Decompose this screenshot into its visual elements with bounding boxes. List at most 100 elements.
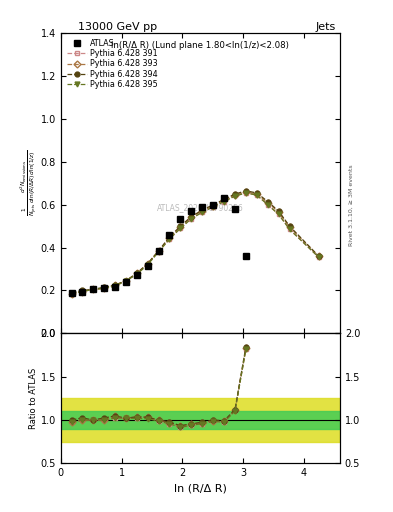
Pythia 6.428 393 xyxy=(189,214,194,220)
ATLAS xyxy=(189,208,194,214)
Pythia 6.428 393 xyxy=(156,248,161,254)
Pythia 6.428 393 xyxy=(102,285,107,291)
Pythia 6.428 395 xyxy=(222,199,226,205)
Pythia 6.428 393 xyxy=(287,224,292,230)
Y-axis label: Ratio to ATLAS: Ratio to ATLAS xyxy=(29,368,38,429)
Pythia 6.428 393 xyxy=(233,192,237,198)
Pythia 6.428 391 xyxy=(156,249,161,255)
ATLAS xyxy=(156,248,161,254)
Pythia 6.428 393 xyxy=(80,288,84,294)
Pythia 6.428 394 xyxy=(112,282,117,288)
Pythia 6.428 391 xyxy=(189,216,194,222)
Pythia 6.428 395 xyxy=(189,216,194,222)
ATLAS xyxy=(91,286,95,292)
Pythia 6.428 394 xyxy=(189,214,194,220)
Pythia 6.428 394 xyxy=(134,270,139,276)
Pythia 6.428 395 xyxy=(211,204,215,210)
Pythia 6.428 394 xyxy=(244,188,248,194)
Pythia 6.428 395 xyxy=(123,278,128,284)
Pythia 6.428 394 xyxy=(178,223,183,229)
Line: Pythia 6.428 393: Pythia 6.428 393 xyxy=(70,189,321,296)
Pythia 6.428 395 xyxy=(287,226,292,232)
Pythia 6.428 393 xyxy=(316,253,321,259)
Pythia 6.428 393 xyxy=(265,200,270,206)
Pythia 6.428 391 xyxy=(80,288,84,294)
Text: Jets: Jets xyxy=(316,22,336,32)
ATLAS xyxy=(102,285,107,291)
Pythia 6.428 394 xyxy=(265,199,270,205)
Pythia 6.428 393 xyxy=(178,224,183,230)
Pythia 6.428 393 xyxy=(244,189,248,195)
Pythia 6.428 393 xyxy=(222,198,226,204)
Pythia 6.428 391 xyxy=(255,192,259,198)
Pythia 6.428 395 xyxy=(200,209,205,216)
Text: 13000 GeV pp: 13000 GeV pp xyxy=(78,22,158,32)
ATLAS xyxy=(167,231,172,238)
ATLAS xyxy=(123,279,128,285)
Pythia 6.428 391 xyxy=(276,211,281,218)
Pythia 6.428 394 xyxy=(91,286,95,292)
Pythia 6.428 391 xyxy=(70,291,74,297)
ATLAS xyxy=(211,202,215,208)
Pythia 6.428 391 xyxy=(316,254,321,260)
Pythia 6.428 393 xyxy=(123,278,128,284)
Pythia 6.428 391 xyxy=(102,285,107,291)
Pythia 6.428 393 xyxy=(211,203,215,209)
Pythia 6.428 395 xyxy=(91,286,95,292)
Pythia 6.428 391 xyxy=(123,278,128,284)
Pythia 6.428 395 xyxy=(316,254,321,260)
Pythia 6.428 394 xyxy=(80,287,84,293)
Line: Pythia 6.428 395: Pythia 6.428 395 xyxy=(70,190,321,296)
Pythia 6.428 393 xyxy=(200,208,205,214)
Pythia 6.428 393 xyxy=(91,286,95,292)
Pythia 6.428 391 xyxy=(200,209,205,216)
Pythia 6.428 393 xyxy=(255,191,259,197)
Pythia 6.428 395 xyxy=(233,193,237,199)
Text: ln(R/Δ R) (Lund plane 1.80<ln(1/z)<2.08): ln(R/Δ R) (Lund plane 1.80<ln(1/z)<2.08) xyxy=(112,41,289,50)
Pythia 6.428 395 xyxy=(265,202,270,208)
Line: Pythia 6.428 394: Pythia 6.428 394 xyxy=(70,188,321,295)
Pythia 6.428 394 xyxy=(222,196,226,202)
ATLAS xyxy=(200,204,205,210)
Pythia 6.428 394 xyxy=(167,234,172,240)
ATLAS xyxy=(222,195,226,201)
Pythia 6.428 391 xyxy=(265,202,270,208)
Pythia 6.428 393 xyxy=(276,209,281,216)
Pythia 6.428 391 xyxy=(287,226,292,232)
Pythia 6.428 395 xyxy=(70,291,74,297)
Pythia 6.428 391 xyxy=(167,236,172,242)
Pythia 6.428 394 xyxy=(211,202,215,208)
Pythia 6.428 395 xyxy=(178,225,183,231)
Pythia 6.428 391 xyxy=(233,192,237,198)
Pythia 6.428 391 xyxy=(178,225,183,231)
Pythia 6.428 395 xyxy=(112,283,117,289)
Text: Rivet 3.1.10, ≥ 3M events: Rivet 3.1.10, ≥ 3M events xyxy=(349,164,354,246)
Pythia 6.428 395 xyxy=(156,249,161,255)
Pythia 6.428 391 xyxy=(244,190,248,196)
Pythia 6.428 391 xyxy=(134,271,139,278)
Pythia 6.428 394 xyxy=(233,191,237,197)
Y-axis label: $\frac{1}{N_{\mathrm{jets}}}\frac{d^2 N_{\mathrm{emissions}}}{d\ln(R/\Delta R)\,: $\frac{1}{N_{\mathrm{jets}}}\frac{d^2 N_… xyxy=(19,150,39,217)
ATLAS xyxy=(80,288,84,294)
Pythia 6.428 394 xyxy=(276,208,281,214)
ATLAS xyxy=(134,272,139,279)
Pythia 6.428 394 xyxy=(156,248,161,254)
Pythia 6.428 393 xyxy=(134,270,139,276)
Pythia 6.428 393 xyxy=(145,261,150,267)
Line: Pythia 6.428 391: Pythia 6.428 391 xyxy=(70,190,321,296)
Pythia 6.428 394 xyxy=(70,290,74,296)
Pythia 6.428 393 xyxy=(112,282,117,288)
Pythia 6.428 391 xyxy=(112,283,117,289)
X-axis label: ln (R/Δ R): ln (R/Δ R) xyxy=(174,484,227,494)
Pythia 6.428 391 xyxy=(222,199,226,205)
Pythia 6.428 395 xyxy=(276,211,281,218)
Pythia 6.428 394 xyxy=(255,190,259,196)
ATLAS xyxy=(244,253,248,259)
Pythia 6.428 394 xyxy=(316,253,321,259)
Pythia 6.428 395 xyxy=(244,190,248,196)
Legend: ATLAS, Pythia 6.428 391, Pythia 6.428 393, Pythia 6.428 394, Pythia 6.428 395: ATLAS, Pythia 6.428 391, Pythia 6.428 39… xyxy=(65,37,159,90)
Pythia 6.428 395 xyxy=(145,262,150,268)
Pythia 6.428 394 xyxy=(200,207,205,213)
Pythia 6.428 394 xyxy=(123,278,128,284)
Pythia 6.428 391 xyxy=(211,204,215,210)
